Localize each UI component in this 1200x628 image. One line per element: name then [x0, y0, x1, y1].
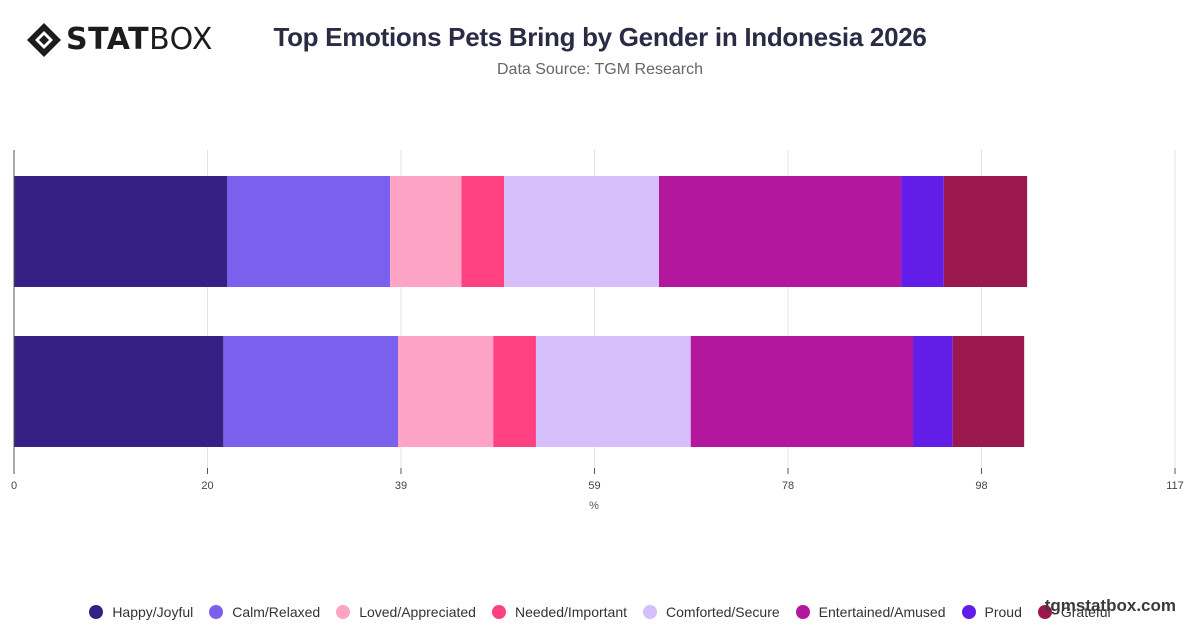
watermark: tgmstatbox.com	[1044, 596, 1176, 615]
legend-label: Grateful	[1060, 604, 1111, 620]
stacked-bar-chart: 0 20 39 59 78 98 117 %	[11, 150, 1184, 512]
x-tick-label: 39	[395, 480, 407, 492]
legend-item[interactable]: Comforted/Secure	[643, 604, 780, 620]
bar-segments	[14, 176, 1028, 447]
bar-segment-loved-appreciated	[390, 176, 462, 287]
bar-segment-entertained-amused	[690, 336, 914, 447]
x-tick-label: 117	[1166, 480, 1184, 492]
legend-item[interactable]: Loved/Appreciated	[336, 604, 476, 620]
bar-segment-grateful	[943, 176, 1028, 287]
x-tick-label: 59	[588, 480, 600, 492]
legend-swatch	[643, 605, 658, 619]
bar-segment-calm-relaxed	[227, 176, 391, 287]
legend-item[interactable]: Entertained/Amused	[795, 604, 946, 620]
bar-segment-loved-appreciated	[398, 336, 494, 447]
x-tick-label: 20	[201, 480, 213, 492]
legend-swatch	[336, 605, 351, 619]
legend-item[interactable]: Proud	[961, 604, 1022, 620]
bar-segment-proud	[913, 336, 953, 447]
legend-swatch	[795, 605, 810, 619]
statbox-diamond-icon	[27, 23, 61, 57]
x-tick-label: 98	[975, 480, 987, 492]
bar-segment-grateful	[952, 336, 1025, 447]
legend-swatch	[491, 605, 506, 619]
chart-title: Top Emotions Pets Bring by Gender in Ind…	[273, 22, 927, 52]
bar-segment-calm-relaxed	[223, 336, 399, 447]
legend-label: Happy/Joyful	[112, 604, 194, 620]
bar-segment-comforted-secure	[535, 336, 691, 447]
bar-segment-needed-important	[461, 176, 505, 287]
legend-swatch	[89, 605, 104, 619]
x-axis: 0 20 39 59 78 98 117	[11, 150, 1184, 492]
legend-label: Calm/Relaxed	[232, 604, 321, 620]
legend-swatch	[961, 605, 976, 619]
legend-label: Proud	[984, 604, 1022, 620]
x-tick-label: 78	[782, 480, 794, 492]
legend-swatch	[1037, 605, 1052, 619]
legend-item[interactable]: Grateful	[1037, 604, 1111, 620]
legend-label: Comforted/Secure	[666, 604, 780, 620]
bar-segment-entertained-amused	[659, 176, 902, 287]
legend-item[interactable]: Calm/Relaxed	[209, 604, 320, 620]
legend-item[interactable]: Happy/Joyful	[89, 604, 193, 620]
x-axis-label: %	[589, 500, 599, 512]
bar-segment-comforted-secure	[504, 176, 659, 287]
bar-segment-needed-important	[493, 336, 536, 447]
legend-swatch	[209, 605, 224, 619]
legend-label: Needed/Important	[514, 604, 628, 620]
statbox-logo: STATBOX	[26, 22, 213, 58]
logo-wordmark: STATBOX	[66, 22, 213, 57]
legend-label: Loved/Appreciated	[359, 604, 476, 620]
bar-segment-happy-joyful	[14, 336, 224, 447]
bar-segment-happy-joyful	[14, 176, 228, 287]
chart-legend: Happy/Joyful Calm/Relaxed Loved/Appreciate…	[0, 602, 1200, 622]
x-tick-label: 0	[11, 480, 17, 492]
legend-item[interactable]: Needed/Important	[491, 604, 628, 620]
chart-subtitle: Data Source: TGM Research	[496, 61, 703, 78]
legend-label: Entertained/Amused	[818, 604, 946, 620]
bar-segment-proud	[901, 176, 944, 287]
